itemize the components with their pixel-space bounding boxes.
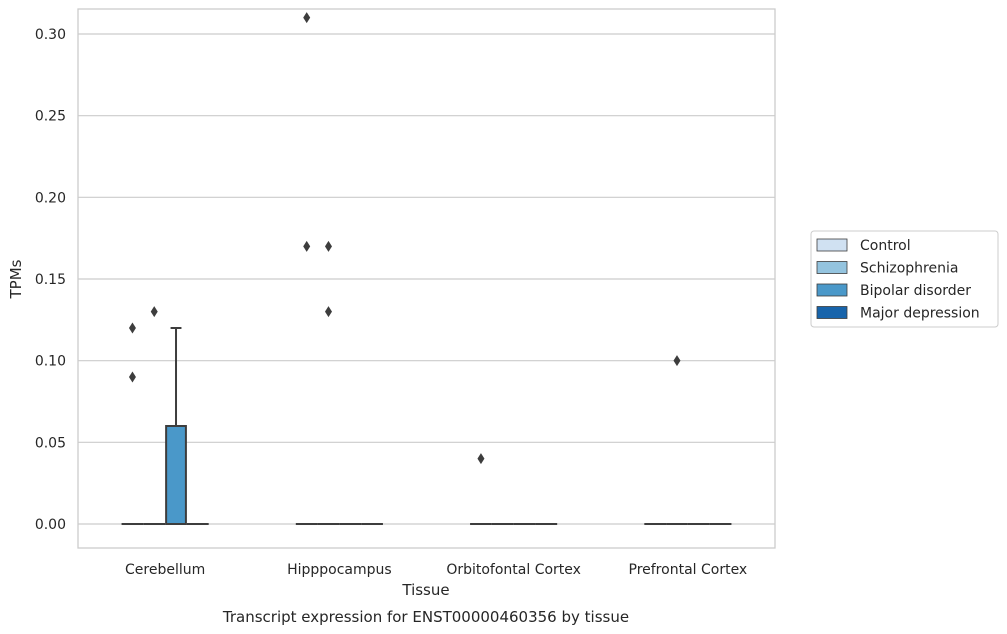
legend-swatch-1	[816, 261, 848, 274]
x-tick-label-0: Cerebellum	[125, 562, 205, 578]
y-tick-label-0.25: 0.25	[35, 109, 66, 125]
y-tick-label-0.15: 0.15	[35, 272, 66, 288]
legend-swatch-0	[816, 238, 848, 252]
y-tick-label-0.00: 0.00	[35, 517, 66, 533]
legend-label-2: Bipolar disorder	[860, 283, 971, 299]
outlier-0-0-0	[128, 371, 136, 383]
outlier-0-2-0	[477, 453, 485, 465]
plot-area-frame	[77, 8, 776, 549]
box-2-0	[165, 327, 187, 525]
y-tick-label-0.30: 0.30	[35, 27, 66, 43]
y-tick-label-0.05: 0.05	[35, 435, 66, 451]
boxes	[121, 327, 732, 526]
outlier-1-1-1	[324, 306, 332, 318]
x-tick-label-3: Prefrontal Cortex	[629, 562, 748, 578]
legend-label-1: Schizophrenia	[860, 261, 958, 277]
outlier-1-3-0	[673, 355, 681, 367]
y-tick-label-0.20: 0.20	[35, 190, 66, 206]
y-axis-label: TPMs	[7, 259, 25, 299]
legend-frame	[810, 230, 999, 328]
legend-swatch-2	[816, 283, 848, 297]
outliers	[128, 12, 681, 465]
x-axis-label: Tissue	[401, 581, 449, 599]
outlier-1-1-0	[324, 240, 332, 252]
legend-label-0: Control	[860, 238, 911, 254]
x-tick-label-2: Orbitofontal Cortex	[446, 562, 581, 578]
legend-label-3: Major depression	[860, 306, 980, 322]
gridlines	[78, 33, 775, 525]
x-axis-ticks: Cerebellum Hipppocampus Orbitofontal Corte…	[125, 562, 747, 578]
outlier-1-0-0	[150, 306, 158, 318]
x-tick-label-1: Hipppocampus	[287, 562, 392, 578]
chart-caption: Transcript expression for ENST0000046035…	[222, 608, 629, 626]
box-body	[165, 425, 187, 525]
outlier-0-1-1	[303, 240, 311, 252]
legend: Control Schizophrenia Bipolar disorder Majo…	[810, 230, 999, 328]
y-tick-label-0.10: 0.10	[35, 354, 66, 370]
y-axis-ticks: 0.00 0.05 0.10 0.15 0.20 0.25 0.30	[35, 27, 66, 533]
outlier-0-0-1	[128, 322, 136, 334]
outlier-0-1-0	[303, 12, 311, 24]
legend-swatch-3	[816, 306, 848, 319]
